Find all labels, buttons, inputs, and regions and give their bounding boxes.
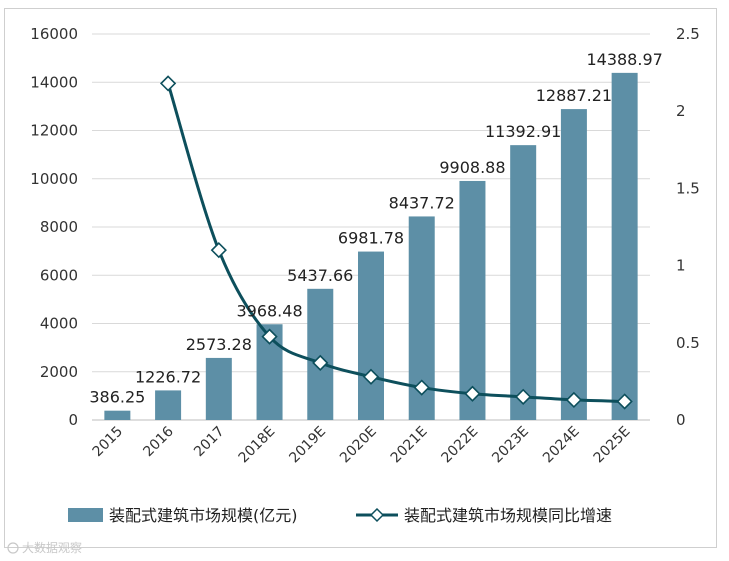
right-tick-label-1: 0.5: [676, 334, 700, 352]
growth-marker-2019E: [312, 354, 329, 372]
right-tick-label-3: 1.5: [676, 179, 700, 197]
left-tick-label-3: 6000: [40, 266, 78, 284]
bar-2020E: [358, 251, 384, 420]
left-tick-label-0: 0: [68, 411, 78, 429]
bar-2025E: [611, 72, 638, 421]
x-tick-label-2016: 2016: [140, 423, 177, 460]
growth-marker-2022E: [464, 385, 481, 402]
left-tick-label-1: 2000: [40, 363, 78, 381]
line-series: [159, 75, 633, 410]
left-axis-ticks: 0 2000 4000 6000 8000 10000 12000 14000 16000: [30, 25, 78, 429]
bar-value-label-2017: 2573.28: [186, 335, 252, 354]
bar-value-label-2024E: 12887.21: [536, 86, 612, 105]
bar-value-label-2019E: 5437.66: [287, 266, 353, 285]
watermark-icon: [7, 542, 19, 554]
left-tick-label-6: 12000: [30, 122, 78, 140]
growth-marker-2017: [210, 242, 227, 259]
x-tick-label-2025E: 2025E: [591, 424, 634, 467]
right-tick-label-0: 0: [676, 411, 686, 429]
legend-line-marker: [369, 507, 385, 523]
growth-marker-2020E: [362, 368, 380, 385]
x-tick-label-2022E: 2022E: [439, 424, 482, 467]
bar-2023E: [510, 145, 537, 420]
growth-marker-2021E: [413, 379, 430, 396]
bar-value-label-2022E: 9908.88: [439, 158, 505, 177]
bar-value-label-2021E: 8437.72: [389, 193, 455, 212]
left-tick-label-2: 4000: [40, 315, 78, 333]
growth-marker-2024E: [565, 391, 583, 409]
x-tick-label-2020E: 2020E: [337, 424, 380, 467]
bar-value-label-2025E: 14388.97: [586, 50, 662, 69]
x-tick-label-2019E: 2019E: [286, 424, 329, 467]
left-tick-label-4: 8000: [40, 218, 78, 236]
bar-value-label-2015: 386.25: [89, 388, 145, 407]
growth-marker-2023E: [515, 388, 532, 405]
bar-2016: [155, 390, 182, 420]
legend: 装配式建筑市场规模(亿元) 装配式建筑市场规模同比增速: [68, 506, 612, 525]
bar-data-labels: 386.25 1226.72 2573.28 3968.48 5437.66 6981.7…: [89, 50, 662, 407]
legend-bar-swatch: [68, 508, 103, 522]
legend-bar-label: 装配式建筑市场规模(亿元): [109, 506, 298, 525]
bar-value-label-2020E: 6981.78: [338, 229, 404, 248]
legend-line-label: 装配式建筑市场规模同比增速: [404, 506, 612, 525]
x-tick-label-2024E: 2024E: [540, 424, 583, 467]
x-tick-label-2018E: 2018E: [236, 424, 279, 467]
bar-value-label-2023E: 11392.91: [485, 122, 561, 141]
watermark-text: 大数据观察: [22, 540, 82, 555]
right-tick-label-4: 2: [676, 102, 686, 120]
bar-2017: [205, 357, 232, 420]
growth-marker-2025E: [616, 393, 633, 410]
left-tick-label-8: 16000: [30, 25, 78, 43]
bar-2022E: [459, 180, 486, 420]
left-tick-label-5: 10000: [30, 170, 78, 188]
growth-marker-2016: [159, 75, 177, 92]
bar-2019E: [307, 288, 334, 420]
x-tick-label-2017: 2017: [191, 424, 228, 461]
bar-2024E: [560, 109, 587, 420]
bar-value-label-2018E: 3968.48: [236, 301, 302, 320]
growth-marker-2018E: [261, 328, 278, 345]
grid-lines: [92, 33, 650, 421]
x-tick-label-2021E: 2021E: [388, 424, 431, 467]
right-axis-ticks: 0 0.5 1 1.5 2 2.5: [676, 25, 700, 429]
x-axis-ticks: 2015 2016 2017 2018E 2019E 2020E 2021E 2022E 202…: [90, 423, 634, 466]
bar-value-label-2016: 1226.72: [135, 367, 201, 386]
x-tick-label-2015: 2015: [90, 424, 127, 461]
bar-2015: [104, 410, 131, 420]
right-tick-label-2: 1: [676, 257, 686, 275]
right-tick-label-5: 2.5: [676, 25, 700, 43]
x-tick-label-2023E: 2023E: [489, 424, 532, 467]
left-tick-label-7: 14000: [30, 73, 78, 91]
